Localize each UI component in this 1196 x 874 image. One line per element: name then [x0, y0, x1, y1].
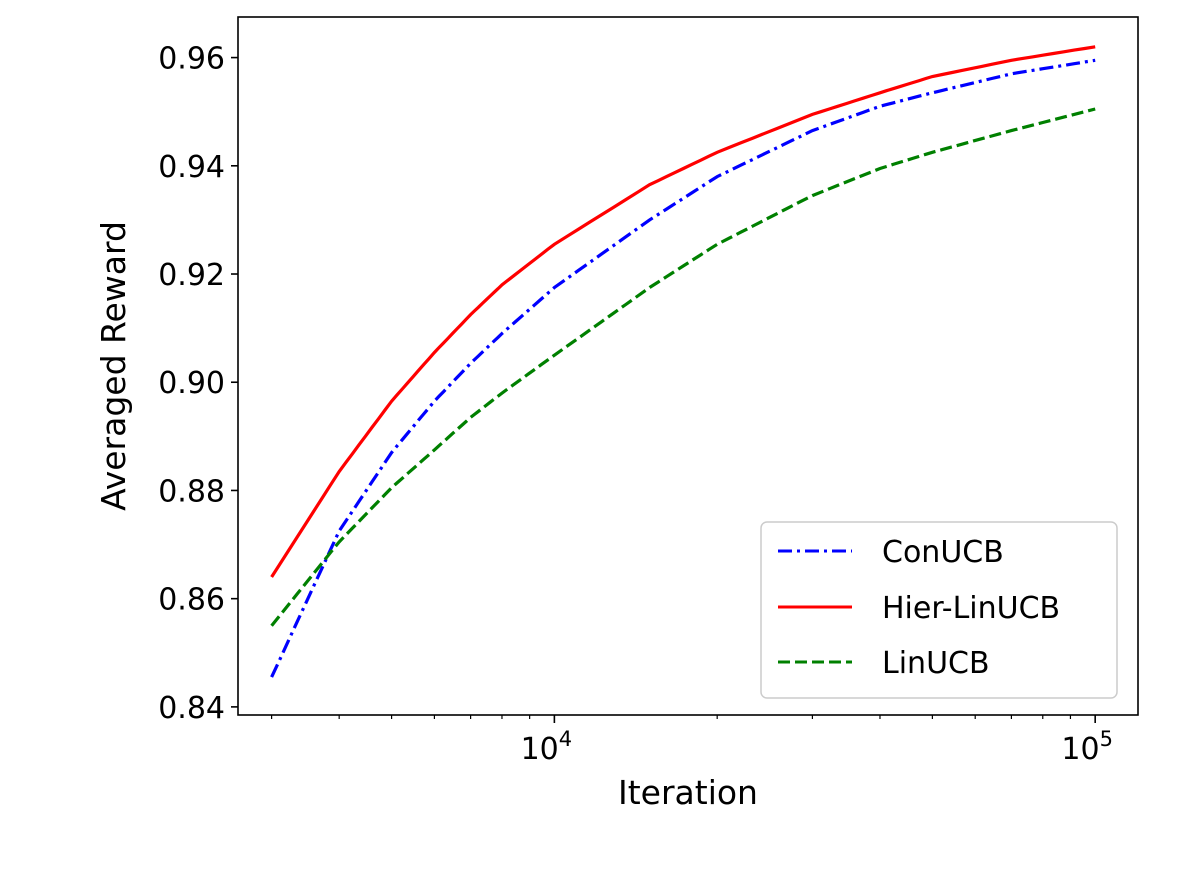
- y-tick-label: 0.84: [158, 691, 225, 726]
- legend: ConUCB Hier-LinUCB LinUCB: [760, 521, 1118, 699]
- y-axis-label: Averaged Reward: [94, 221, 133, 511]
- y-tick-label: 0.86: [158, 583, 225, 618]
- ticks-layer: 0.84 0.86 0.88 0.90 0.92 0.94 0.96 104 105: [158, 42, 1113, 767]
- x-axis-label: Iteration: [618, 773, 758, 812]
- series-line-hier-linucb: [270, 45, 1096, 578]
- y-tick-label: 0.96: [158, 42, 225, 77]
- x-tick-label: 104: [521, 727, 573, 767]
- legend-label-conucb: ConUCB: [882, 535, 1004, 570]
- legend-label-hier-linucb: Hier-LinUCB: [882, 591, 1060, 626]
- legend-box: [760, 521, 1118, 699]
- series-layer: [270, 45, 1096, 678]
- y-tick-label: 0.94: [158, 150, 225, 185]
- series-line-linucb: [270, 107, 1096, 627]
- plot-frame: [237, 16, 1139, 716]
- y-tick-label: 0.90: [158, 366, 225, 401]
- y-tick-label: 0.88: [158, 474, 225, 509]
- legend-label-linucb: LinUCB: [882, 646, 990, 681]
- y-tick-label: 0.92: [158, 258, 225, 293]
- x-tick-label: 105: [1061, 727, 1113, 767]
- series-line-conucb: [270, 58, 1096, 678]
